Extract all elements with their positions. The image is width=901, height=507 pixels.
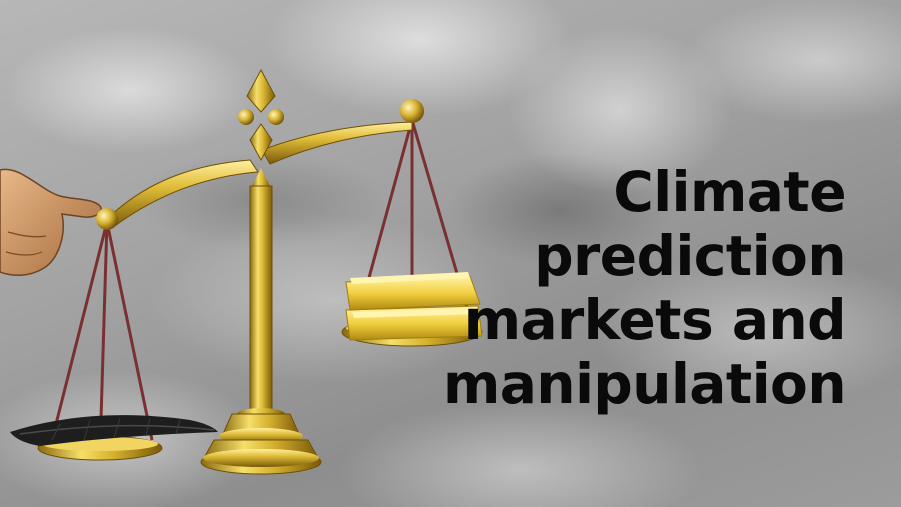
headline-line-1: Climate <box>613 160 846 224</box>
headline-line-2: prediction <box>534 224 846 288</box>
beam-right-ball <box>400 99 424 123</box>
headline-line-4: manipulation <box>442 352 847 416</box>
headline: Climate prediction markets and manipulat… <box>426 160 847 416</box>
pointing-hand-icon <box>0 168 102 276</box>
gold-bars-icon <box>345 272 483 341</box>
beam-left-ball <box>96 208 118 230</box>
scale-beam <box>107 121 413 229</box>
scale-column <box>249 185 273 413</box>
scale-finial <box>238 68 284 186</box>
headline-line-3: markets and <box>463 288 847 352</box>
scale-base <box>200 408 322 475</box>
feather-icon <box>10 415 218 446</box>
left-pan-strings <box>50 221 154 453</box>
